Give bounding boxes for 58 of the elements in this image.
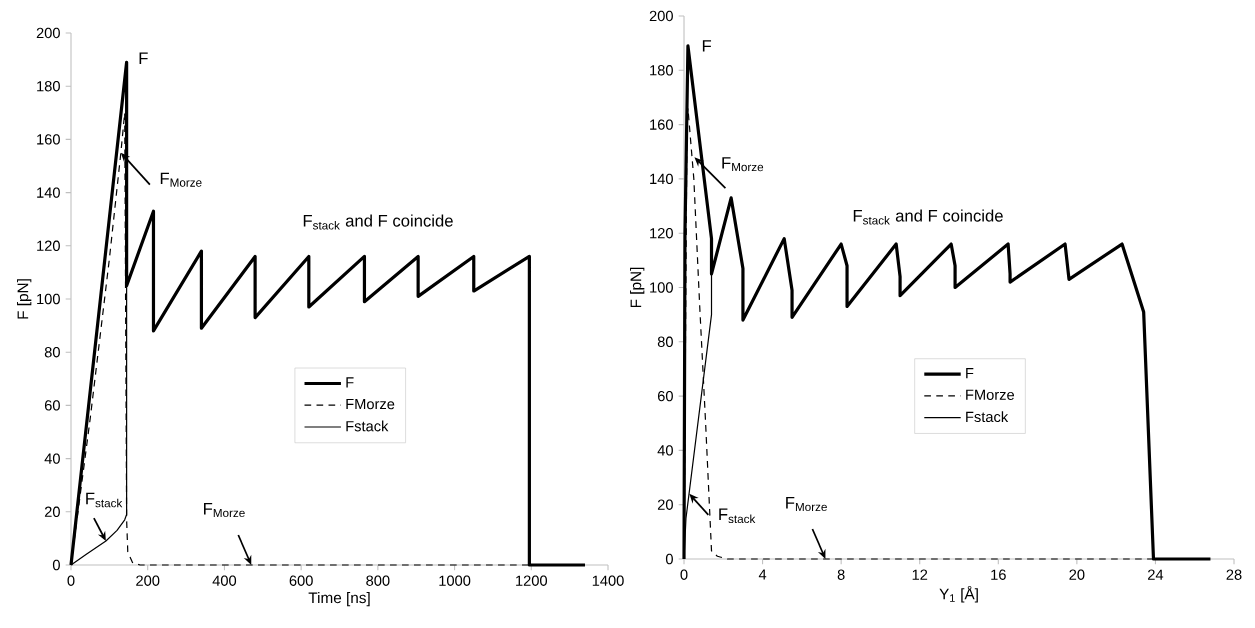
y-tick-label: 200 — [36, 27, 60, 39]
x-tick-label: 28 — [1226, 569, 1242, 580]
y-tick-label: 0 — [665, 553, 673, 565]
legend-label: Fstack — [346, 420, 389, 432]
y-tick-label: 200 — [649, 10, 673, 22]
y-tick-label: 160 — [37, 134, 60, 145]
x-tick-label: 12 — [912, 569, 928, 580]
annotation: F$_{stack}$ — [719, 508, 756, 524]
legend-label: FMorze — [346, 398, 395, 410]
y-tick-label: 60 — [44, 400, 60, 411]
y-tick-label: 20 — [657, 499, 673, 510]
y-tick-label: 20 — [44, 506, 60, 517]
y-tick-label: 100 — [37, 293, 60, 305]
x-tick-label: 1400 — [592, 575, 624, 586]
x-tick-label: 4 — [758, 569, 767, 580]
x-tick-label: 600 — [289, 575, 313, 586]
x-tick-label: 1000 — [439, 575, 471, 586]
annotation: F$_{stack}$ and F coincide — [303, 214, 453, 230]
x-tick-label: 1200 — [516, 575, 548, 586]
x-tick-label: 8 — [837, 569, 845, 580]
annotation: F — [702, 40, 712, 52]
annotation: F$_{Morze}$ — [204, 502, 245, 518]
x-tick-label: 16 — [991, 569, 1006, 580]
legend-label: Fstack — [966, 411, 1009, 423]
annotation: F$_{Morze}$ — [160, 172, 202, 187]
x-tick-label: 400 — [212, 575, 237, 586]
y-axis-title: F [pN] — [17, 279, 32, 319]
y-axis-title: F [pN] — [630, 267, 645, 308]
y-tick-label: 180 — [650, 65, 673, 76]
y-tick-label: 140 — [650, 173, 673, 185]
y-tick-label: 60 — [657, 390, 673, 402]
y-tick-label: 120 — [650, 228, 673, 239]
y-tick-label: 120 — [37, 240, 60, 251]
y-tick-label: 80 — [44, 347, 60, 358]
x-tick-label: 800 — [366, 575, 390, 586]
y-tick-label: 140 — [37, 187, 60, 198]
y-tick-label: 80 — [657, 336, 673, 347]
annotation: F$_{stack}$ — [86, 492, 123, 508]
legend-label: FMorze — [966, 389, 1015, 400]
y-tick-label: 180 — [37, 81, 60, 92]
x-tick-label: 24 — [1148, 569, 1164, 580]
y-tick-label: 100 — [650, 282, 673, 293]
y-tick-label: 40 — [657, 445, 673, 456]
legend-label: F — [966, 368, 974, 379]
y-tick-label: 160 — [650, 119, 673, 130]
annotation: F — [139, 52, 148, 64]
x-tick-label: 200 — [136, 575, 160, 586]
y-tick-label: 0 — [52, 559, 60, 571]
legend-label: F — [346, 377, 354, 388]
x-axis-title: Y$_{1}$ [Å] — [939, 585, 978, 603]
x-tick-label: 0 — [680, 569, 688, 580]
y-tick-label: 40 — [44, 453, 60, 464]
x-tick-label: 0 — [67, 575, 75, 586]
annotation: F$_{Morze}$ — [786, 496, 827, 512]
x-axis-title: Time [ns] — [308, 591, 370, 607]
x-tick-label: 20 — [1069, 569, 1085, 580]
annotation: F$_{stack}$ and F coincide — [853, 209, 1003, 225]
annotation: F$_{Morze}$ — [722, 157, 764, 172]
